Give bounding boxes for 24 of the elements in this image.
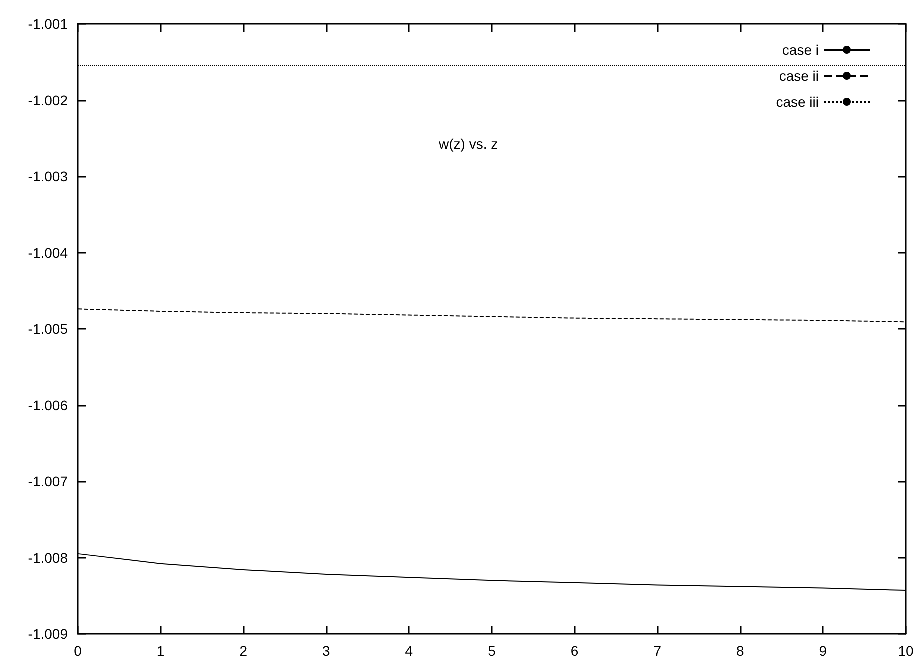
legend-label: case iii [776,94,819,110]
y-tick-label: -1.002 [28,92,68,108]
y-tick-label: -1.004 [28,244,68,261]
x-tick-label: 2 [240,643,248,659]
x-tick-label: 4 [405,643,414,659]
y-tick-label: -1.006 [28,397,68,414]
x-tick-label: 6 [570,643,579,659]
legend-label: case i [782,42,819,58]
x-tick-label: 7 [654,643,662,659]
x-tick-label: 5 [488,643,496,659]
y-tick-label: -1.003 [28,168,68,184]
y-tick-label: -1.001 [28,16,68,32]
y-tick-label: -1.005 [28,321,68,337]
y-tick-label: -1.009 [28,626,68,642]
x-tick-label: 1 [156,643,165,659]
x-tick-label: 8 [736,643,744,659]
y-tick-label: -1.007 [28,474,68,490]
x-tick-label: 10 [898,643,914,659]
x-tick-label: 9 [819,643,828,659]
x-tick-label: 3 [322,643,330,659]
text: w(z) vs. z [438,136,498,152]
legend-label: case ii [779,68,819,84]
y-tick-label: -1.008 [28,550,68,566]
x-tick-label: 0 [74,643,82,659]
